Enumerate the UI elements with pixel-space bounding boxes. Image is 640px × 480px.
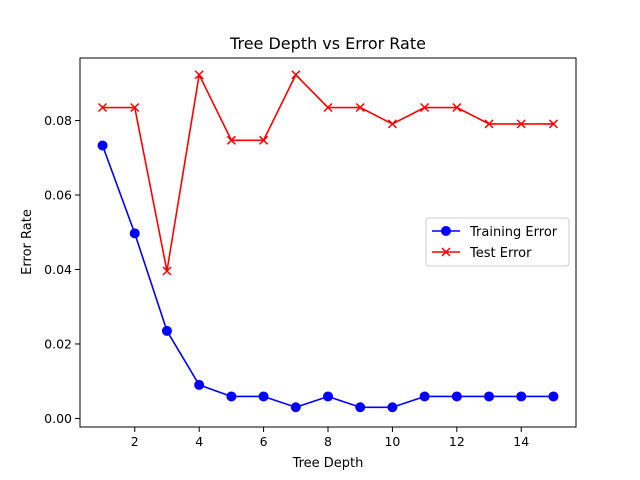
- legend-marker-training-error: [441, 226, 451, 236]
- x-tick-label: 12: [449, 434, 465, 449]
- data-point-training-error: [161, 325, 172, 336]
- x-tick-label: 6: [260, 434, 268, 449]
- x-tick-label: 14: [513, 434, 529, 449]
- plot-area: [97, 70, 559, 413]
- data-point-training-error: [323, 391, 333, 402]
- data-point-test-error: [98, 102, 108, 113]
- data-point-training-error: [355, 402, 366, 413]
- legend-label-test-error: Test Error: [469, 246, 532, 261]
- y-tick-label: 0.08: [44, 113, 72, 128]
- data-point-training-error: [484, 391, 495, 402]
- y-axis: 0.00 0.02 0.04 0.06 0.08: [44, 113, 80, 426]
- legend: Training Error Test Error: [425, 217, 570, 267]
- x-tick-label: 8: [324, 434, 332, 449]
- data-point-test-error: [548, 119, 558, 129]
- x-axis: 2 4 6 8 10 12 14: [131, 427, 529, 449]
- data-point-test-error: [452, 102, 462, 113]
- data-point-test-error: [194, 70, 204, 80]
- data-point-test-error: [291, 70, 301, 80]
- data-point-training-error: [419, 391, 430, 402]
- data-point-test-error: [516, 119, 526, 129]
- data-point-training-error: [451, 391, 462, 402]
- data-point-test-error: [226, 135, 236, 145]
- x-tick-label: 2: [131, 434, 139, 449]
- x-tick-label: 10: [384, 434, 400, 449]
- data-point-training-error: [387, 402, 398, 413]
- data-point-training-error: [516, 391, 527, 402]
- data-point-test-error: [420, 102, 430, 113]
- x-axis-label: Tree Depth: [292, 456, 364, 471]
- y-tick-label: 0.04: [44, 262, 72, 277]
- data-point-training-error: [290, 402, 301, 413]
- data-point-test-error: [130, 102, 140, 113]
- chart-title: Tree Depth vs Error Rate: [229, 34, 426, 53]
- data-point-training-error: [258, 391, 269, 402]
- data-point-test-error: [387, 119, 397, 129]
- data-point-training-error: [97, 140, 108, 151]
- x-tick-label: 4: [195, 434, 203, 449]
- data-point-test-error: [323, 102, 333, 113]
- y-tick-label: 0.02: [44, 336, 72, 351]
- legend-label-training-error: Training Error: [469, 225, 558, 240]
- legend-marker-test-error: [441, 247, 451, 257]
- y-tick-label: 0.06: [44, 188, 72, 203]
- data-point-test-error: [259, 135, 269, 145]
- legend-box: [425, 217, 570, 267]
- data-point-test-error: [355, 102, 365, 113]
- y-tick-label: 0.00: [44, 411, 72, 426]
- data-point-test-error: [162, 266, 172, 276]
- data-point-training-error: [548, 391, 559, 402]
- data-point-training-error: [226, 391, 237, 402]
- data-point-training-error: [194, 379, 205, 390]
- data-point-training-error: [129, 228, 140, 239]
- data-point-test-error: [484, 119, 494, 129]
- y-axis-label: Error Rate: [20, 209, 35, 275]
